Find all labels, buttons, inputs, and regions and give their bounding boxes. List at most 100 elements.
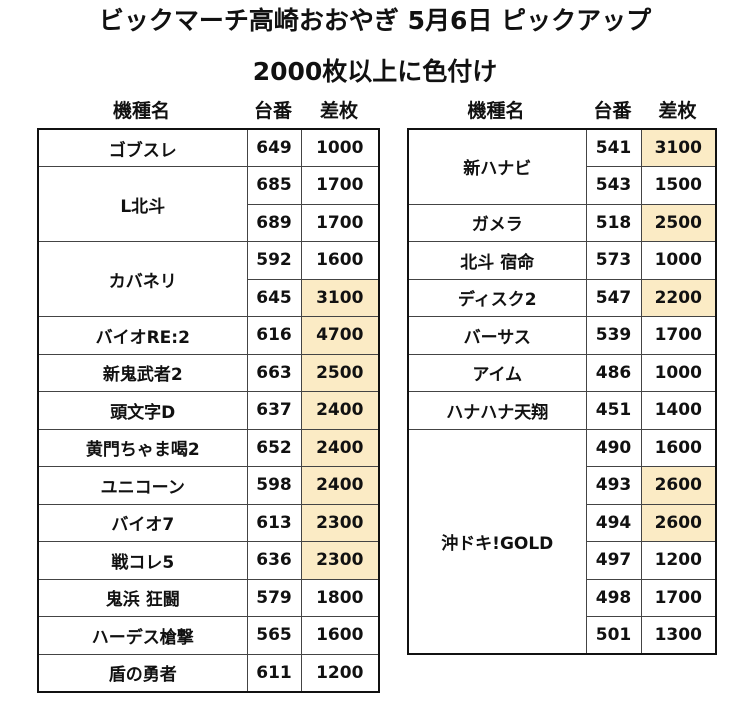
machine-name-cell: カバネリ [37, 241, 248, 317]
machine-name-cell: アイム [407, 353, 587, 392]
unit-number-cell: 637 [246, 391, 302, 430]
right-pickup-table: 新ハナビ 541 3100 543 1500 ガメラ 518 2500 北斗 宿命 573 1000… [407, 128, 717, 655]
machine-name-cell: 頭文字D [37, 391, 248, 430]
machine-name-cell: 盾の勇者 [37, 653, 248, 692]
table-row: ディスク2 547 2200 [407, 278, 717, 317]
diff-coins-cell: 1000 [300, 128, 380, 167]
table-row: 沖ドキ!GOLD 490 1600 [407, 428, 717, 655]
header-diff: 差枚 [658, 100, 697, 122]
machine-name-cell: ガメラ [407, 203, 587, 242]
machine-name-cell: ゴブスレ [37, 128, 248, 167]
machine-name-cell: ハーデス槍撃 [37, 616, 248, 655]
diff-coins-cell: 1200 [300, 653, 380, 692]
table-row: 543 1500 [408, 166, 717, 205]
machine-name-cell: ハナハナ天翔 [407, 391, 587, 430]
unit-number-cell: 573 [585, 241, 642, 280]
unit-number-cell: 451 [585, 391, 642, 430]
diff-coins-cell: 1700 [640, 316, 717, 355]
unit-number-cell: 636 [246, 541, 302, 580]
unit-number-cell: 497 [585, 541, 642, 580]
table-row: 新鬼武者2 663 2500 [37, 353, 380, 392]
machine-name-cell: ユニコーン [37, 466, 248, 505]
table-row: 494 2600 [408, 503, 717, 542]
diff-coins-cell: 2600 [640, 503, 717, 542]
table-row: 501 1300 [408, 616, 717, 655]
table-row: 498 1700 [408, 578, 717, 617]
unit-number-cell: 663 [246, 353, 302, 392]
machine-name-cell: 沖ドキ!GOLD [407, 428, 587, 655]
diff-coins-cell: 2300 [300, 541, 380, 580]
diff-coins-cell: 1700 [300, 166, 380, 205]
table-row: バイオRE:2 616 4700 [37, 316, 380, 355]
machine-name-cell: 黄門ちゃま喝2 [37, 428, 248, 467]
unit-number-cell: 493 [585, 466, 642, 505]
unit-number-cell: 565 [246, 616, 302, 655]
diff-coins-cell: 1600 [300, 616, 380, 655]
diff-coins-cell: 1800 [300, 578, 380, 617]
unit-number-cell: 592 [246, 241, 302, 280]
table-row: 新ハナビ 541 3100 [407, 128, 717, 205]
unit-number-cell: 685 [246, 166, 302, 205]
machine-name-cell: 新鬼武者2 [37, 353, 248, 392]
diff-coins-cell: 3100 [300, 278, 380, 317]
diff-coins-cell: 1400 [640, 391, 717, 430]
diff-coins-cell: 1600 [300, 241, 380, 280]
page-subtitle: 2000枚以上に色付け [252, 57, 498, 86]
machine-name-cell: L北斗 [37, 166, 248, 242]
diff-coins-cell: 3100 [640, 128, 717, 167]
unit-number-cell: 652 [246, 428, 302, 467]
machine-name-cell: 鬼浜 狂闘 [37, 578, 248, 617]
diff-coins-cell: 2300 [300, 503, 380, 542]
diff-coins-cell: 2400 [300, 391, 380, 430]
table-row: ハーデス槍撃 565 1600 [37, 616, 380, 655]
unit-number-cell: 543 [585, 166, 642, 205]
table-row: 497 1200 [408, 541, 717, 580]
machine-name-cell: バーサス [407, 316, 587, 355]
table-row: ハナハナ天翔 451 1400 [407, 391, 717, 430]
table-row: 北斗 宿命 573 1000 [407, 241, 717, 280]
table-row: 頭文字D 637 2400 [37, 391, 380, 430]
table-row: バイオ7 613 2300 [37, 503, 380, 542]
table-row: 鬼浜 狂闘 579 1800 [37, 578, 380, 617]
unit-number-cell: 490 [585, 428, 642, 467]
table-row: 689 1700 [38, 203, 380, 242]
unit-number-cell: 541 [585, 128, 642, 167]
header-diff: 差枚 [319, 100, 358, 122]
unit-number-cell: 579 [246, 578, 302, 617]
diff-coins-cell: 2400 [300, 466, 380, 505]
table-row: 戦コレ5 636 2300 [37, 541, 380, 580]
header-number: 台番 [593, 100, 632, 122]
header-machine: 機種名 [112, 100, 170, 122]
unit-number-cell: 616 [246, 316, 302, 355]
unit-number-cell: 611 [246, 653, 302, 692]
unit-number-cell: 613 [246, 503, 302, 542]
unit-number-cell: 598 [246, 466, 302, 505]
table-row: 493 2600 [408, 466, 717, 505]
right-table-header: 機種名 台番 差枚 [407, 96, 715, 126]
diff-coins-cell: 1000 [640, 353, 717, 392]
unit-number-cell: 547 [585, 278, 642, 317]
unit-number-cell: 486 [585, 353, 642, 392]
diff-coins-cell: 1200 [640, 541, 717, 580]
unit-number-cell: 645 [246, 278, 302, 317]
unit-number-cell: 494 [585, 503, 642, 542]
machine-name-cell: バイオRE:2 [37, 316, 248, 355]
table-row: L北斗 685 1700 [37, 166, 380, 242]
diff-coins-cell: 2600 [640, 466, 717, 505]
page-title: ビックマーチ高崎おおやぎ 5月6日 ピックアップ [98, 6, 652, 35]
table-row: ゴブスレ 649 1000 [37, 128, 380, 167]
diff-coins-cell: 1000 [640, 241, 717, 280]
diff-coins-cell: 2400 [300, 428, 380, 467]
table-row: ユニコーン 598 2400 [37, 466, 380, 505]
diff-coins-cell: 4700 [300, 316, 380, 355]
diff-coins-cell: 1500 [640, 166, 717, 205]
table-row: ガメラ 518 2500 [407, 203, 717, 242]
unit-number-cell: 518 [585, 203, 642, 242]
unit-number-cell: 689 [246, 203, 302, 242]
diff-coins-cell: 1300 [640, 616, 717, 655]
left-table-header: 機種名 台番 差枚 [37, 96, 378, 126]
header-number: 台番 [253, 100, 292, 122]
diff-coins-cell: 2500 [300, 353, 380, 392]
machine-name-cell: 北斗 宿命 [407, 241, 587, 280]
machine-name-cell: 戦コレ5 [37, 541, 248, 580]
